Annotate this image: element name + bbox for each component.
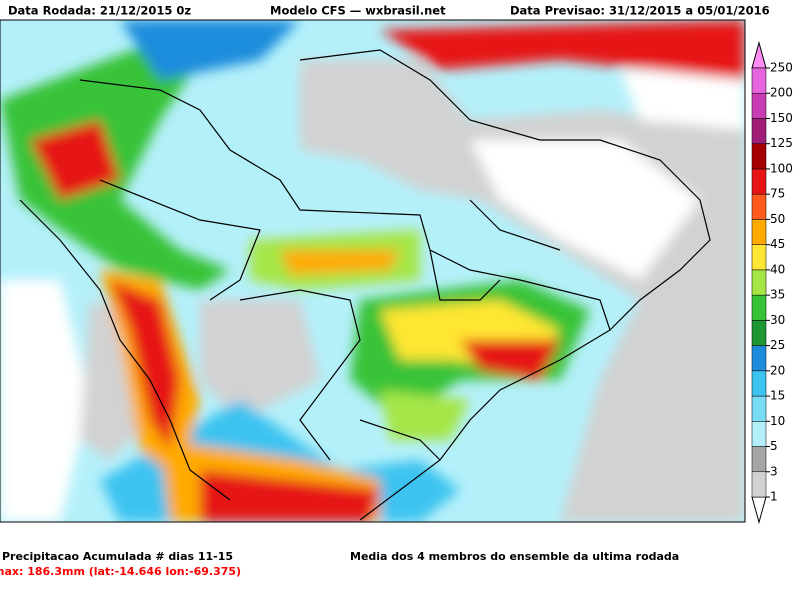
colorbar-label: 15 [770,389,785,403]
forecast-date: Data Previsao: 31/12/2015 a 05/01/2016 [510,4,770,18]
colorbar-segment [751,168,767,195]
colorbar-label: 40 [770,262,785,276]
colorbar-label: 100 [770,161,793,175]
colorbar-segment [751,118,767,144]
colorbar-label: 10 [770,414,785,428]
colorbar-arrow-low [751,496,767,525]
map-frame [0,19,746,523]
colorbar-arrow-high [751,40,767,69]
product-title: Precipitacao Acumulada # dias 11-15 [2,550,233,563]
max-value: max: 186.3mm (lat:-14.646 lon:-69.375) [0,565,241,578]
colorbar-segment [751,320,767,346]
colorbar-label: 150 [770,111,793,125]
colorbar-label: 125 [770,136,793,150]
precipitation-map [0,20,745,522]
colorbar-segment [751,370,767,397]
colorbar-segment [751,269,767,296]
colorbar-segment [751,143,767,170]
colorbar-label: 1 [770,490,778,504]
colorbar-segment [751,294,767,321]
colorbar-segment [751,345,767,372]
colorbar-segment [751,446,767,473]
model-name: Modelo CFS — wxbrasil.net [270,4,446,18]
colorbar-label: 45 [770,237,785,251]
colorbar-label: 20 [770,363,785,377]
colorbar-label: 3 [770,464,778,478]
colorbar-label: 200 [770,86,793,100]
colorbar-label: 75 [770,187,785,201]
colorbar-segment [751,92,767,119]
colorbar-segment [751,244,767,271]
colorbar-segment [751,421,767,447]
colorbar-segment [751,67,767,94]
ensemble-note: Media dos 4 membros do ensemble da ultim… [350,550,679,563]
colorbar-segment [751,193,767,220]
colorbar-segment [751,471,767,498]
colorbar-label: 5 [770,439,778,453]
colorbar-label: 35 [770,288,785,302]
colorbar-label: 25 [770,338,785,352]
colorbar-label: 250 [770,61,793,75]
colorbar-segment [751,395,767,422]
run-date: Data Rodada: 21/12/2015 0z [8,4,191,18]
colorbar-label: 30 [770,313,785,327]
colorbar-label: 50 [770,212,785,226]
colorbar-segment [751,219,767,245]
